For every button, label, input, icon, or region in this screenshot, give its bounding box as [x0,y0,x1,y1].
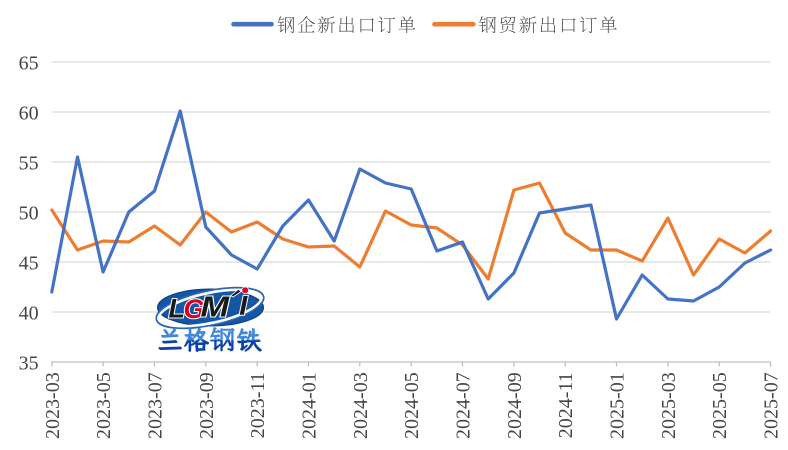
svg-text:2025-05: 2025-05 [709,372,731,439]
svg-text:60: 60 [19,103,39,125]
svg-text:2023-09: 2023-09 [196,372,218,439]
svg-text:L: L [169,294,186,324]
svg-text:G: G [184,294,205,324]
svg-text:2024-07: 2024-07 [453,372,475,439]
svg-text:45: 45 [19,253,39,275]
svg-text:2024-09: 2024-09 [504,372,526,439]
svg-text:2024-03: 2024-03 [350,372,372,439]
svg-text:2023-07: 2023-07 [145,372,167,439]
svg-text:M: M [201,292,230,324]
svg-text:65: 65 [19,53,39,75]
svg-text:2025-03: 2025-03 [658,372,680,439]
svg-text:2023-05: 2023-05 [93,372,115,439]
svg-text:2023-03: 2023-03 [42,372,64,439]
svg-text:2024-01: 2024-01 [299,372,321,439]
svg-text:2025-07: 2025-07 [761,372,783,439]
svg-text:2025-01: 2025-01 [607,372,629,439]
svg-text:55: 55 [19,153,39,175]
svg-text:2024-11: 2024-11 [555,372,577,438]
svg-text:35: 35 [19,353,39,375]
svg-text:40: 40 [19,303,39,325]
svg-text:50: 50 [19,203,39,225]
svg-text:2023-11: 2023-11 [247,372,269,438]
svg-text:2024-05: 2024-05 [401,372,423,439]
